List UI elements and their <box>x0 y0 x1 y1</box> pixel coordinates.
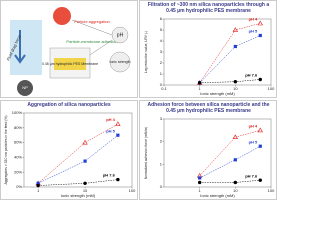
x-tick-label: 1 <box>199 86 202 91</box>
marker <box>83 159 87 163</box>
marker <box>233 180 238 185</box>
np-icon <box>17 80 33 96</box>
marker <box>233 158 237 162</box>
marker <box>258 33 262 38</box>
y-tick-label: 0% <box>16 184 22 189</box>
panel-frame <box>139 0 277 98</box>
aggregate-icon <box>53 7 71 25</box>
marker <box>233 44 237 49</box>
ph-label: pH <box>117 32 124 38</box>
x-tick-label: 100 <box>268 188 275 193</box>
ph-icon <box>111 26 129 44</box>
fluid-region <box>10 20 42 75</box>
series-label: pH 7.6 <box>245 173 258 178</box>
plot-area <box>163 118 272 188</box>
y-tick-label: 1 <box>160 71 163 76</box>
y-tick-label: 0 <box>160 184 163 189</box>
y-axis-label: Log reduction value, LRV (-) <box>144 31 148 73</box>
y-tick-label: 6 <box>160 16 163 21</box>
marker <box>116 177 120 182</box>
adhesion-label: Particle-membrane adhesion <box>66 39 117 44</box>
x-tick-label: 10 <box>233 86 238 91</box>
chart-title: Adhesion force between silica nanopartic… <box>147 102 270 114</box>
series-label: pH 5 <box>249 29 258 34</box>
x-tick-label: 100 <box>268 86 275 91</box>
y-tick-label: 1 <box>160 161 163 166</box>
connector <box>89 39 113 56</box>
marker <box>82 139 88 145</box>
y-tick-label: 4 <box>160 38 163 43</box>
series-label: pH 5 <box>249 139 258 144</box>
y-tick-label: 80% <box>14 125 22 130</box>
marker <box>83 181 87 185</box>
marker <box>232 134 239 140</box>
membrane-label: 0.45 µm hydrophilic PES Membrane <box>42 62 98 66</box>
marker <box>36 181 40 185</box>
y-axis-label: Aggregates > 330 nm particles in the fee… <box>4 115 8 184</box>
marker <box>258 178 262 182</box>
x-tick-label: 10 <box>83 188 88 193</box>
y-tick-label: 0 <box>160 82 163 87</box>
series-line <box>199 79 261 84</box>
series-line <box>38 179 118 186</box>
x-tick-label: 10 <box>233 188 238 193</box>
y-tick-label: 2 <box>160 60 163 65</box>
aggregation-label: Particle aggregation <box>74 19 110 24</box>
panel-frame <box>0 100 138 200</box>
series-label: pH 4 <box>249 16 258 21</box>
x-tick-label: 1 <box>199 188 202 193</box>
figure: Fluid drag force NP 0.45 µm hydrophilic … <box>0 0 277 200</box>
series-line <box>37 123 118 184</box>
series-label: pH 5 <box>106 128 115 133</box>
marker <box>258 144 262 148</box>
y-tick-label: 2 <box>160 139 163 144</box>
y-tick-label: 3 <box>160 49 163 54</box>
graphical-abstract: Fluid drag force NP 0.45 µm hydrophilic … <box>0 0 277 200</box>
chart-title: Filtration of ~300 nm silica nanoparticl… <box>147 2 270 14</box>
ionic-label: Ionic strength <box>109 60 130 64</box>
connector <box>71 19 113 36</box>
series-line <box>199 130 261 176</box>
y-tick-label: 3 <box>160 116 163 121</box>
marker <box>36 183 40 188</box>
marker <box>233 80 238 84</box>
series-label: pH 7.6 <box>103 173 116 178</box>
marker <box>257 20 263 26</box>
x-axis-label: Ionic strength (mM) <box>61 193 96 198</box>
y-axis-label: Normalized adhesion force (mN/m) <box>144 127 148 180</box>
series-label: pH 4 <box>106 117 115 122</box>
marker <box>232 27 239 32</box>
series-label: pH 4 <box>249 123 258 128</box>
y-tick-label: 60% <box>14 140 22 145</box>
y-tick-label: 100% <box>12 110 23 115</box>
panel-frame <box>0 0 138 98</box>
marker <box>197 81 202 85</box>
drag-arrow <box>14 30 26 64</box>
marker <box>115 121 121 126</box>
ionic-icon <box>109 51 131 73</box>
marker <box>258 77 262 82</box>
panel-frame <box>139 100 277 200</box>
marker <box>257 127 263 133</box>
membrane <box>54 58 86 70</box>
x-axis-label: Ionic strength (mM) <box>200 193 235 198</box>
x-tick-label: 1 <box>37 188 40 193</box>
np-label: NP <box>22 85 28 90</box>
series-line <box>199 179 261 183</box>
y-tick-label: 5 <box>160 27 163 32</box>
chart-title: Aggregation of silica nanoparticles <box>27 102 111 108</box>
y-tick-label: 40% <box>14 154 22 159</box>
marker <box>198 176 202 180</box>
series-line <box>199 23 261 83</box>
x-axis-label: Ionic strength (mM) <box>200 91 235 96</box>
x-tick-label: 0.1 <box>161 86 167 91</box>
series-label: pH 7.6 <box>245 73 258 78</box>
plot-area <box>23 112 133 188</box>
marker <box>197 180 202 185</box>
x-tick-label: 100 <box>129 188 136 193</box>
y-tick-label: 20% <box>14 169 22 174</box>
marker <box>116 133 120 137</box>
